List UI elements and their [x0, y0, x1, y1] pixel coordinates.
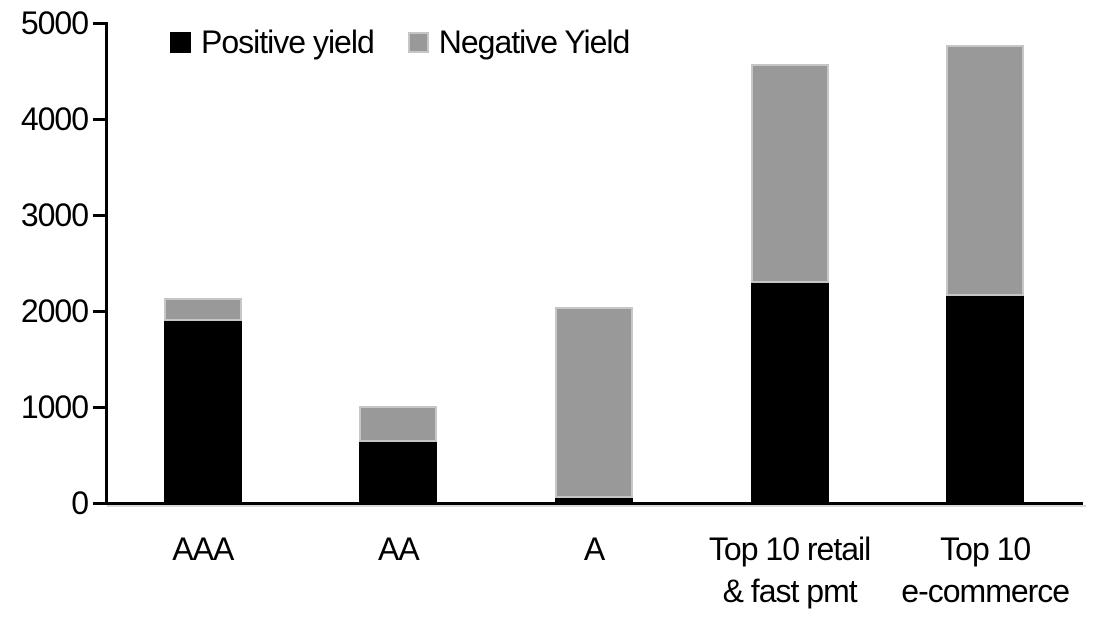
y-axis-line	[105, 22, 108, 505]
y-tick-mark-1000	[93, 406, 106, 409]
legend: Positive yield Negative Yield	[170, 24, 631, 61]
y-tick-label-0: 0	[71, 485, 89, 521]
bar-top-10-retail-negative-segment	[750, 64, 829, 284]
y-tick-label-1000: 1000	[20, 389, 89, 425]
x-axis-line	[105, 502, 1083, 505]
y-tick-mark-2000	[93, 310, 106, 313]
x-axis-label-top-10-retail: Top 10 retail & fast pmt	[708, 531, 871, 609]
bar-aa-negative-segment	[359, 405, 438, 443]
bar-top-10-retail-positive-segment	[750, 283, 829, 502]
y-tick-label-3000: 3000	[20, 197, 89, 233]
bar-a-negative-segment	[555, 307, 633, 499]
y-tick-mark-3000	[93, 214, 106, 217]
y-tick-mark-5000	[93, 22, 106, 25]
legend-item-negative-yield: Negative Yield	[407, 24, 631, 61]
x-axis-label-aaa: AAA	[172, 531, 234, 567]
y-tick-mark-4000	[93, 118, 106, 121]
negative-yield-swatch-icon	[407, 32, 429, 53]
negative-yield-legend-label: Negative Yield	[438, 24, 631, 60]
x-axis-label-top-10: Top 10 e-commerce	[901, 531, 1070, 609]
bar-aa-positive-segment	[359, 442, 438, 502]
y-tick-label-5000: 5000	[20, 5, 89, 41]
y-tick-label-2000: 2000	[20, 293, 89, 329]
y-tick-mark-0	[93, 502, 106, 505]
legend-item-positive-yield: Positive yield	[170, 24, 375, 61]
positive-yield-swatch-icon	[170, 32, 191, 53]
bar-a-positive-segment	[555, 498, 633, 502]
bar-top-10-negative-segment	[946, 45, 1025, 296]
bar-aaa-positive-segment	[163, 320, 242, 502]
positive-yield-legend-label: Positive yield	[201, 24, 375, 60]
x-axis-label-a: A	[583, 531, 605, 567]
bar-top-10-positive-segment	[946, 295, 1025, 502]
bar-aaa-negative-segment	[163, 298, 242, 321]
x-axis-shadow	[107, 505, 1086, 507]
x-axis-label-aa: AA	[378, 531, 420, 567]
y-tick-label-4000: 4000	[20, 101, 89, 137]
